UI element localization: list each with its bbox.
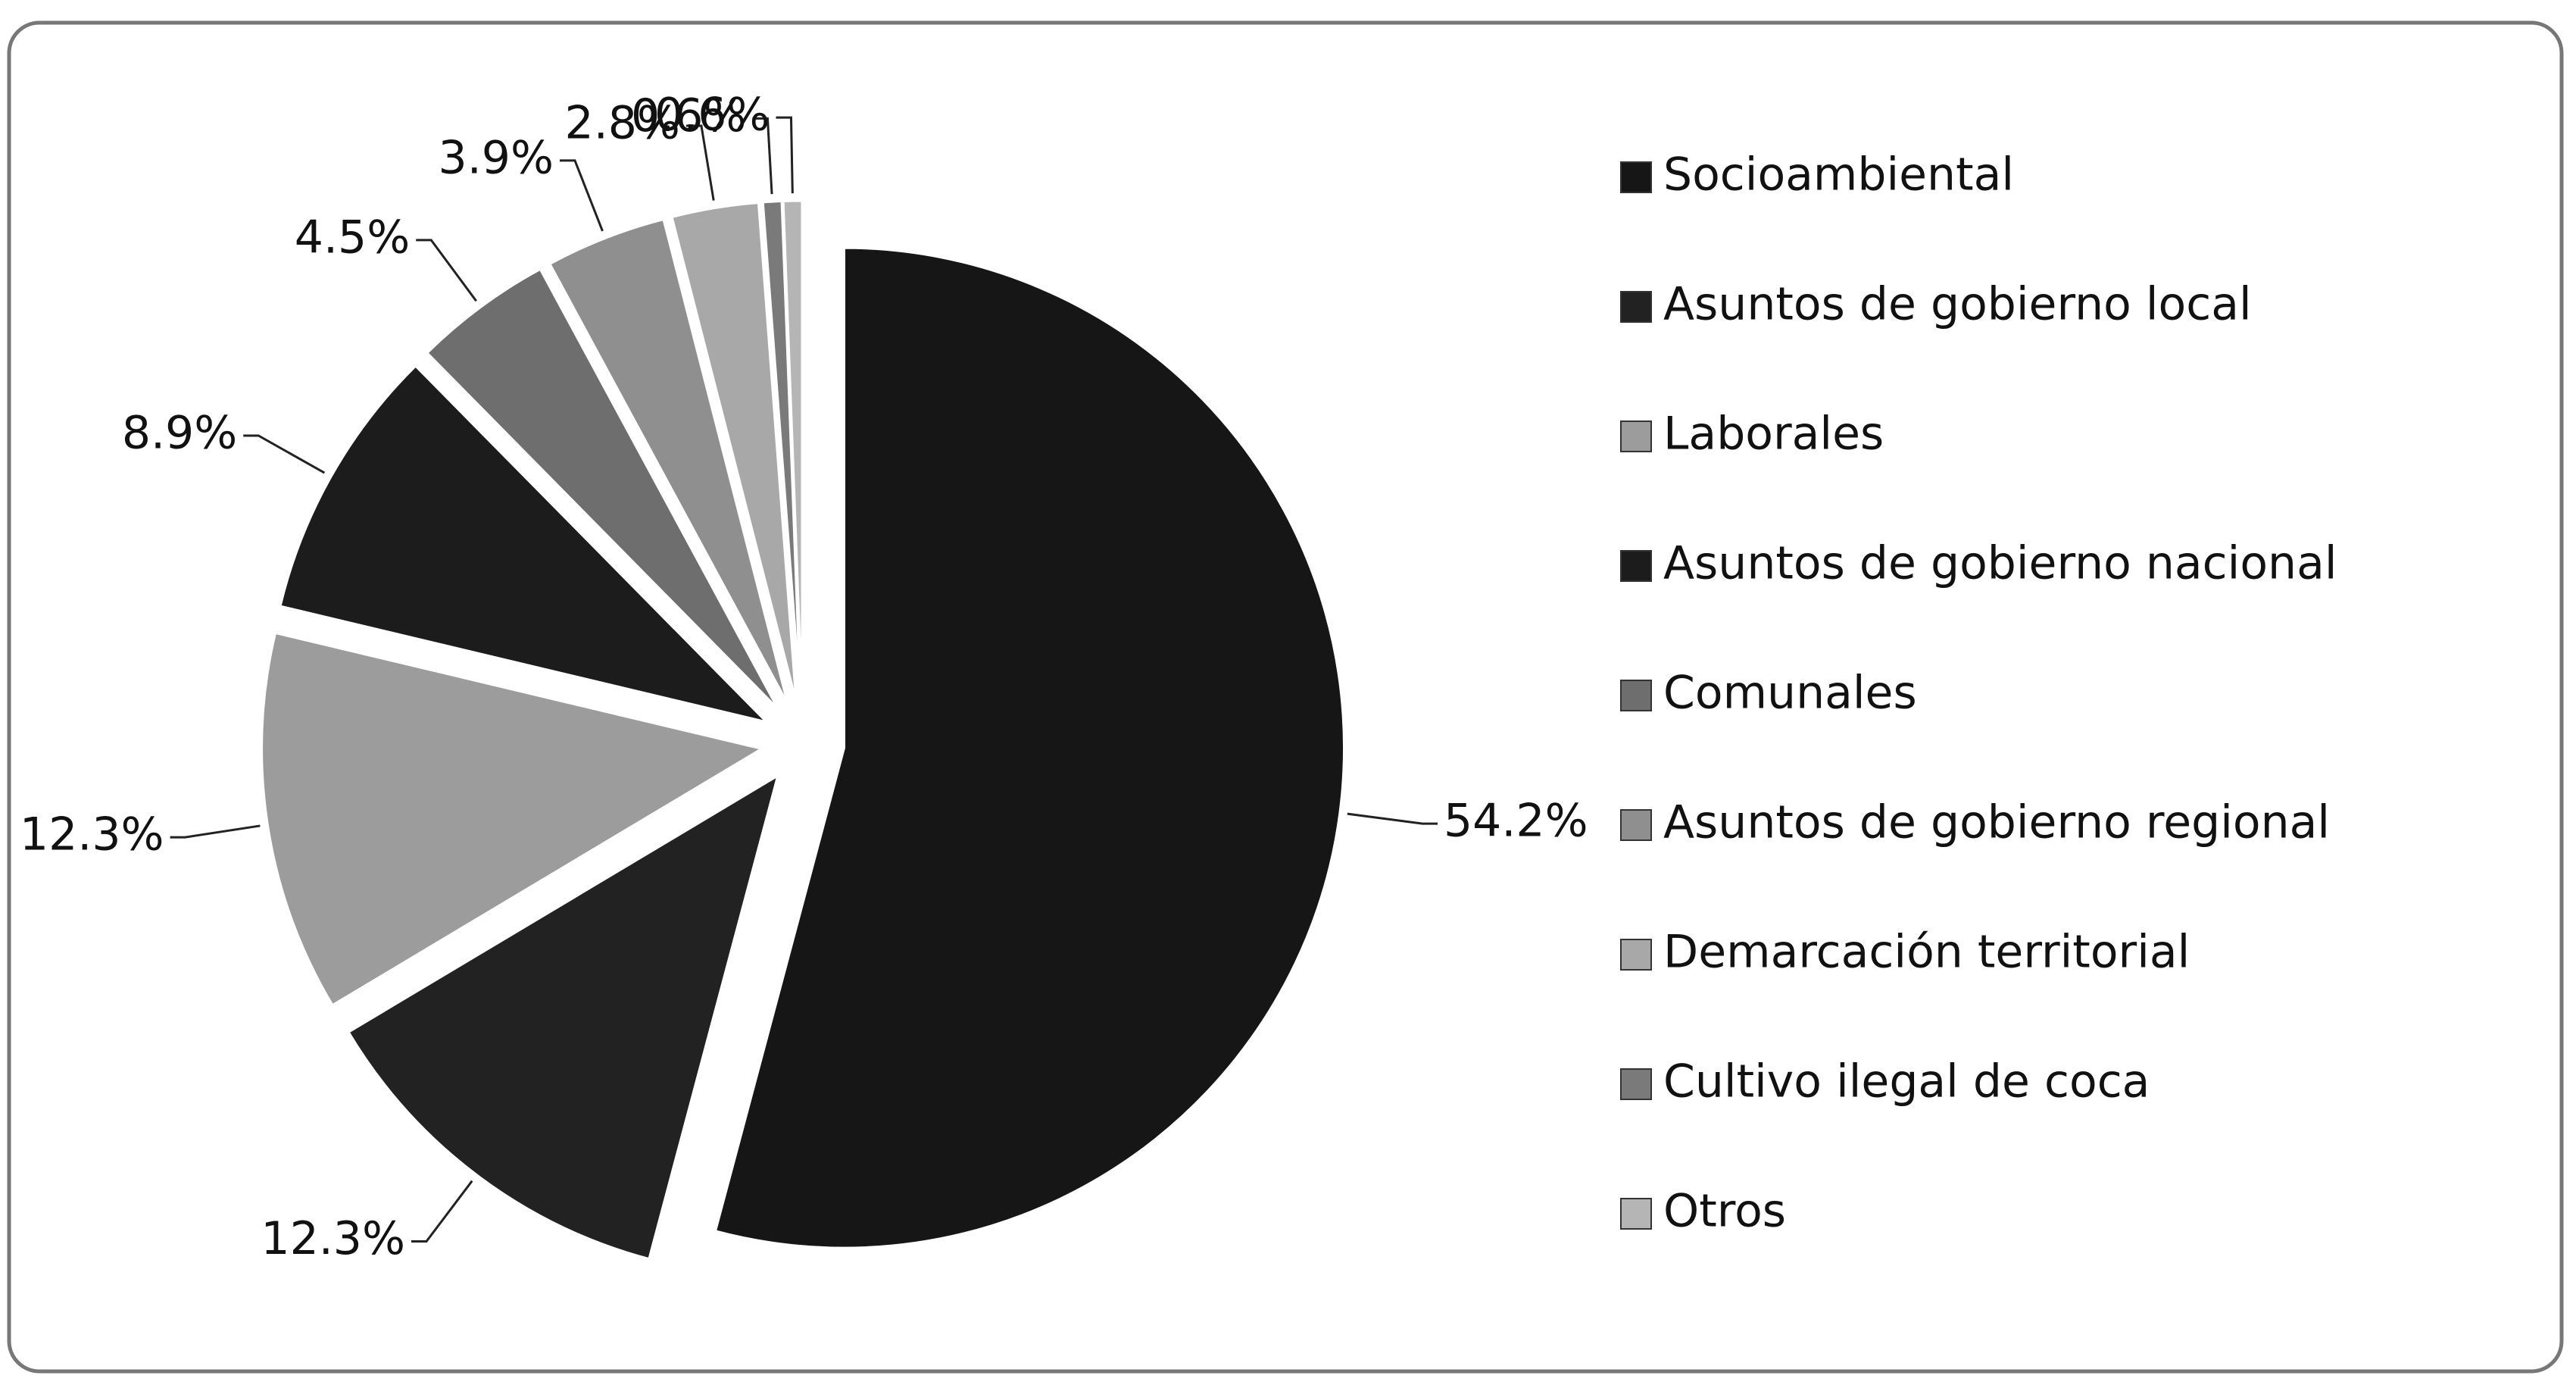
data-label: 4.5% [295,211,410,264]
legend-swatch [1620,161,1652,193]
legend-label: Demarcación territorial [1663,926,2190,979]
legend-swatch [1620,680,1652,711]
leader-line [776,116,794,194]
legend-label: Socioambiental [1663,148,2014,202]
leader-line [559,159,604,232]
pie-slice [347,773,780,1261]
data-label: 2.8% [565,97,680,150]
leader-line [752,117,773,195]
legend-label: Cultivo ilegal de coca [1663,1055,2150,1108]
leader-line [685,124,715,201]
leader-line [243,434,326,474]
data-label: 3.9% [439,131,554,184]
legend-swatch [1620,1068,1652,1100]
data-label: 54.2% [1444,795,1588,848]
leader-line [1347,812,1438,825]
leader-line [411,1180,473,1243]
pie-slice [279,364,770,724]
data-label: 8.9% [122,407,237,460]
pie-slice [670,201,798,702]
pie-slice [425,267,779,710]
data-label: 0.6% [631,89,746,142]
legend-swatch [1620,291,1652,323]
pie-slice [761,200,802,702]
legend-label: Laborales [1663,408,1884,461]
legend-label: Asuntos de gobierno local [1663,278,2252,331]
legend-label: Asuntos de gobierno regional [1663,796,2330,849]
data-label: 12.3% [20,808,164,861]
legend-swatch [1620,1198,1652,1230]
data-label: 0.6% [654,89,770,142]
leader-line [170,824,261,839]
legend-swatch [1620,939,1652,971]
pie-slice [261,631,765,1007]
data-label: 12.3% [261,1212,405,1265]
legend-label: Otros [1663,1185,1786,1238]
leader-line [416,239,477,302]
legend-swatch [1620,809,1652,841]
legend-swatch [1620,420,1652,452]
legend-label: Comunales [1663,667,1917,720]
pie-slice [782,199,804,702]
legend-label: Asuntos de gobierno nacional [1663,537,2337,590]
pie-slice [713,246,1345,1249]
legend-swatch [1620,550,1652,582]
pie-slice [548,217,789,705]
